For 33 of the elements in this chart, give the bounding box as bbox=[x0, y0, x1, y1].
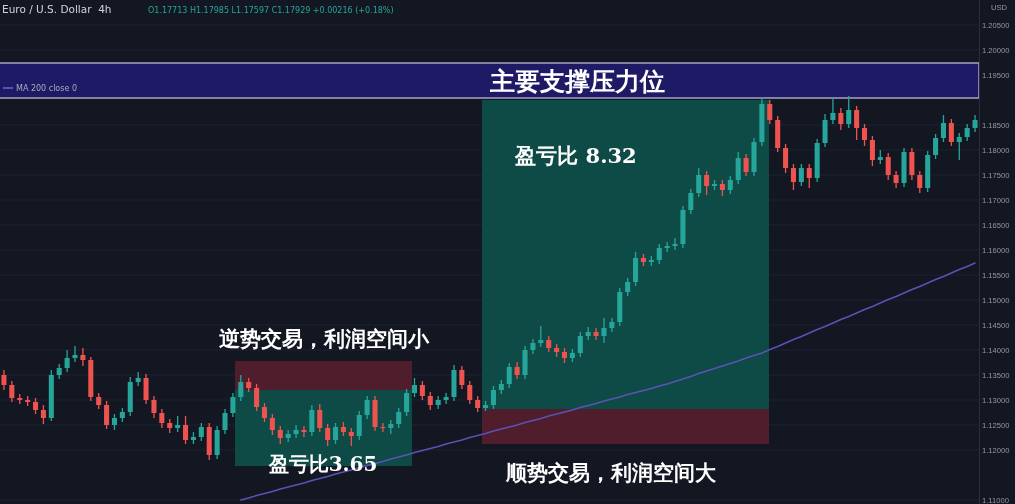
candlestick bbox=[901, 148, 907, 187]
candlestick bbox=[664, 242, 670, 252]
candlestick bbox=[159, 409, 165, 428]
legend-label: MA 200 close 0 bbox=[16, 84, 77, 93]
candlestick bbox=[601, 318, 607, 343]
chart-title: Euro / U.S. Dollar 4h bbox=[2, 3, 112, 15]
candlestick bbox=[451, 365, 457, 401]
candlestick bbox=[443, 393, 449, 404]
annotation: 盈亏比 8.32 bbox=[514, 143, 637, 168]
candlestick bbox=[514, 362, 520, 379]
candlestick bbox=[593, 328, 599, 340]
candlestick bbox=[222, 409, 228, 434]
candlestick bbox=[972, 115, 978, 132]
candlestick bbox=[72, 346, 78, 362]
candlestick bbox=[380, 423, 386, 432]
candlestick bbox=[530, 339, 536, 354]
candlestick bbox=[301, 426, 307, 437]
candlestick bbox=[1, 370, 7, 390]
candlestick bbox=[293, 425, 299, 438]
candlestick bbox=[893, 171, 899, 188]
text: O1.17713 H1.17985 L1.17597 C1.17929 +0.00216 (+0.18%) bbox=[148, 5, 394, 15]
band-label: 主要支撑压力位 bbox=[489, 66, 666, 96]
legend: MA 200 close 0 bbox=[2, 84, 77, 93]
candlestick bbox=[80, 348, 86, 366]
candlestick bbox=[672, 238, 678, 250]
candlestick bbox=[64, 350, 70, 372]
annotation: 盈亏比3.65 bbox=[267, 452, 378, 476]
annotation: 逆势交易，利润空间小 bbox=[219, 327, 430, 351]
candlestick bbox=[751, 138, 757, 176]
candlestick bbox=[830, 98, 836, 124]
annotation: 顺势交易，利润空间大 bbox=[505, 461, 717, 485]
candlestick bbox=[609, 318, 615, 332]
candlestick bbox=[372, 396, 378, 431]
